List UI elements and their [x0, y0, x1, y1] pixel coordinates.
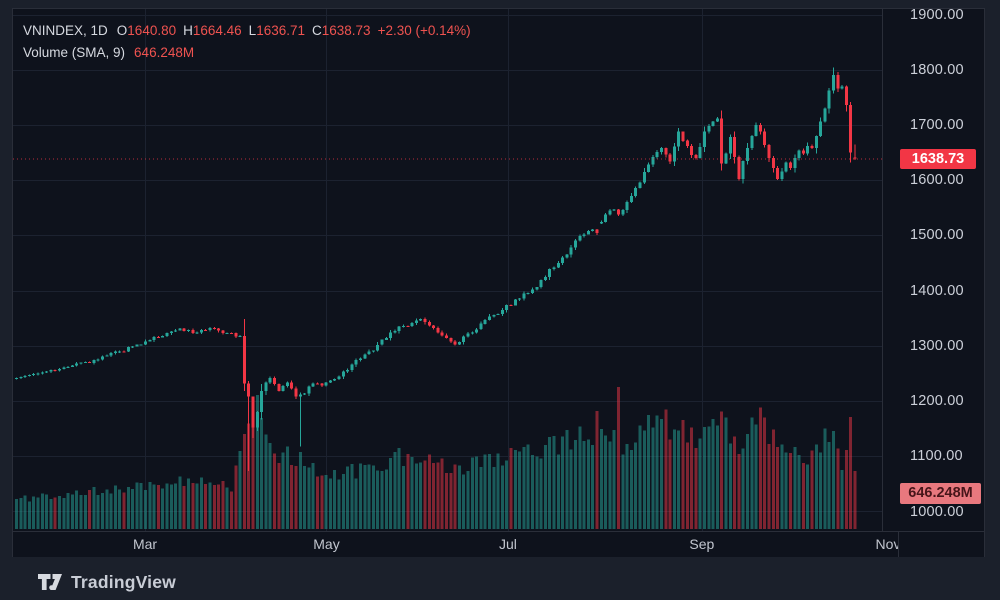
axis-corner-divider: [898, 532, 899, 557]
chart-widget: VNINDEX, 1D O1640.80 H1664.46 L1636.71 C1638…: [12, 6, 985, 557]
time-axis-month-label: Nov: [875, 536, 898, 552]
time-axis-month-label: Sep: [689, 536, 715, 552]
price-tick: 1200.00: [910, 393, 964, 409]
price-tick: 1900.00: [910, 6, 964, 23]
time-axis-labels: Mar May Jul Sep Nov: [13, 532, 898, 557]
price-axis[interactable]: 1638.73 646.248M 1900.00 1800.00 1700.00 16…: [882, 6, 984, 531]
high-value: 1664.46: [192, 23, 242, 38]
symbol-legend-row[interactable]: VNINDEX, 1D O1640.80 H1664.46 L1636.71 C1638…: [23, 20, 471, 42]
price-tick: 1100.00: [910, 448, 963, 465]
open-value: 1640.80: [127, 23, 177, 38]
tradingview-logo[interactable]: TradingView: [38, 572, 176, 593]
close-value: 1638.73: [321, 23, 371, 38]
tradingview-logo-text: TradingView: [71, 572, 176, 592]
volume-study-value: 646.248M: [134, 45, 195, 60]
tradingview-mark-icon: [38, 574, 62, 590]
open-label: O: [116, 23, 128, 38]
chart-legend: VNINDEX, 1D O1640.80 H1664.46 L1636.71 C1638…: [23, 20, 471, 64]
time-axis[interactable]: Mar May Jul Sep Nov: [13, 531, 984, 557]
time-axis-month-label: Jul: [498, 536, 517, 552]
low-value: 1636.71: [256, 23, 305, 38]
price-tick: 1600.00: [910, 172, 964, 189]
change-value: +2.30 (+0.14%): [377, 23, 471, 38]
price-tick: 1000.00: [910, 503, 964, 520]
chart-pane[interactable]: VNINDEX, 1D O1640.80 H1664.46 L1636.71 C1638…: [13, 9, 882, 531]
volume-legend-row[interactable]: Volume (SMA, 9) 646.248M: [23, 42, 471, 64]
price-tick: 1400.00: [910, 282, 964, 299]
price-tick: 1700.00: [910, 116, 964, 133]
volume-study-title: Volume (SMA, 9): [23, 45, 126, 60]
time-axis-month-label: Mar: [132, 536, 158, 552]
high-label: H: [183, 23, 193, 38]
low-label: L: [248, 23, 257, 38]
symbol-title: VNINDEX, 1D: [23, 23, 108, 38]
time-axis-month-label: May: [313, 536, 340, 552]
last-price-badge: 1638.73: [900, 149, 976, 169]
candlestick-chart[interactable]: [13, 9, 882, 531]
price-tick: 1300.00: [910, 337, 964, 354]
close-label: C: [312, 23, 322, 38]
price-tick: 1800.00: [910, 61, 964, 78]
price-tick: 1500.00: [910, 227, 964, 244]
volume-value-badge: 646.248M: [900, 483, 981, 504]
